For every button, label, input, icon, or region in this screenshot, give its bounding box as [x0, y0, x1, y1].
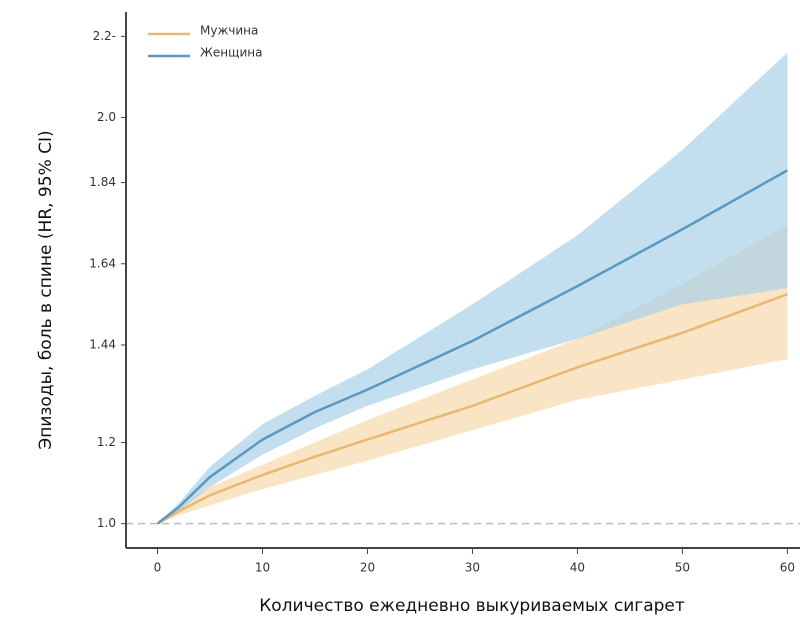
confidence-band: [157, 52, 788, 524]
y-tick-label: 2.0: [97, 110, 116, 124]
x-tick-label: 50: [675, 561, 690, 575]
confidence-band: [157, 225, 788, 524]
y-tick-label: 1.2: [97, 435, 116, 449]
x-tick-label: 30: [465, 561, 480, 575]
x-tick-label: 20: [360, 561, 375, 575]
y-axis-title: Эпизоды, боль в спине (HR, 95% CI): [36, 130, 56, 449]
y-tick-label: 1.84: [89, 175, 116, 189]
y-tick-label: 2.2-: [93, 29, 116, 43]
line: [156, 293, 788, 525]
legend-label: Мужчина: [200, 24, 258, 38]
y-tick-label: 1.0: [97, 516, 116, 530]
y-tick-label: 1.44: [89, 337, 116, 351]
x-tick-label: 60: [780, 561, 795, 575]
x-tick-label: 40: [570, 561, 585, 575]
x-axis-title: Количество ежедневно выкуриваемых сигаре…: [259, 596, 685, 616]
x-tick-label: 10: [255, 561, 270, 575]
line: [156, 169, 789, 525]
legend-label: Женщина: [200, 46, 262, 60]
x-tick-label: 0: [154, 561, 162, 575]
y-tick-label: 1.64: [89, 256, 116, 270]
